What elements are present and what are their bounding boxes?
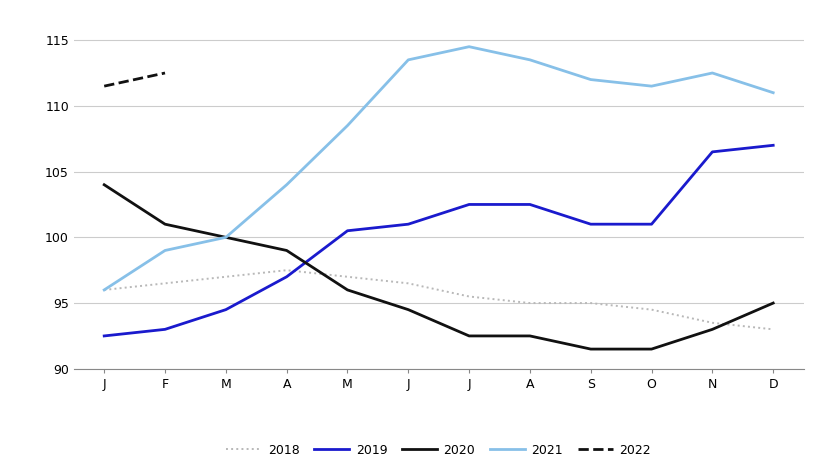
Legend: 2018, 2019, 2020, 2021, 2022: 2018, 2019, 2020, 2021, 2022 (221, 439, 655, 461)
